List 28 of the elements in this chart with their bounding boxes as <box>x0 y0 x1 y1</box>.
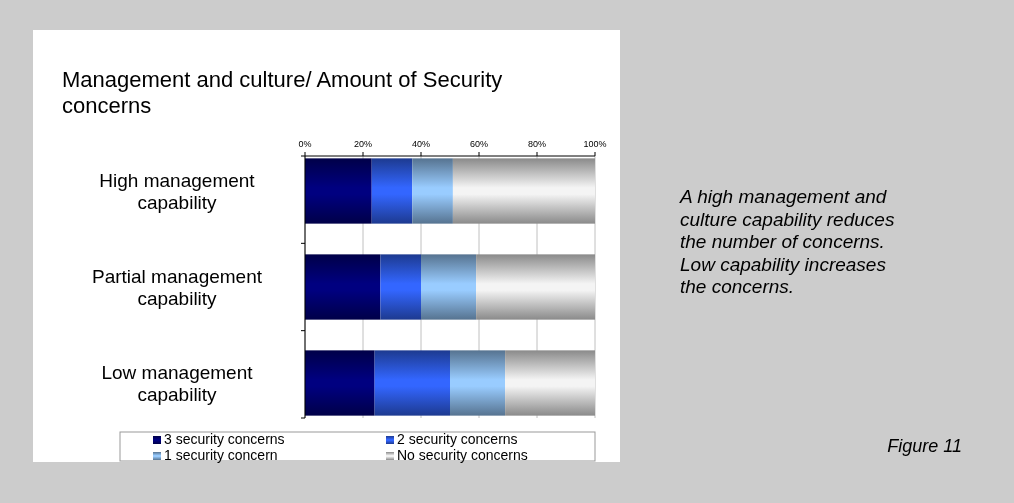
bar <box>305 254 381 320</box>
bar <box>450 350 506 416</box>
caption: Figure 11 <box>887 436 962 456</box>
bar <box>305 350 375 416</box>
bar <box>380 254 421 320</box>
bar <box>305 158 372 224</box>
chart-title: Management and culture/ Amount of Security concerns <box>62 67 503 118</box>
legend-label: No security concerns <box>397 447 528 463</box>
x-tick-label: 20% <box>353 139 373 149</box>
legend-label: 3 security concerns <box>164 431 285 447</box>
bar <box>476 254 595 320</box>
bar <box>421 254 477 320</box>
legend-label: 1 security concern <box>164 447 278 463</box>
x-tick-label: 80% <box>527 139 547 149</box>
y-tick-label: Low management capability <box>101 362 254 405</box>
bar <box>452 158 595 224</box>
text: A high management and culture capability reduces the number of concerns. Low capability increases the concerns. <box>679 186 895 297</box>
legend-label: 2 security concerns <box>397 431 518 447</box>
bar <box>505 350 595 416</box>
x-tick-label: 0% <box>298 139 312 149</box>
y-tick-label: High management capability <box>99 170 256 213</box>
bar <box>371 158 413 224</box>
bar <box>412 158 453 224</box>
y-tick-label: Partial management capability <box>91 266 263 309</box>
x-tick-label: 100% <box>583 139 607 149</box>
bar <box>374 350 450 416</box>
x-tick-label: 40% <box>411 139 431 149</box>
x-tick-label: 60% <box>469 139 489 149</box>
